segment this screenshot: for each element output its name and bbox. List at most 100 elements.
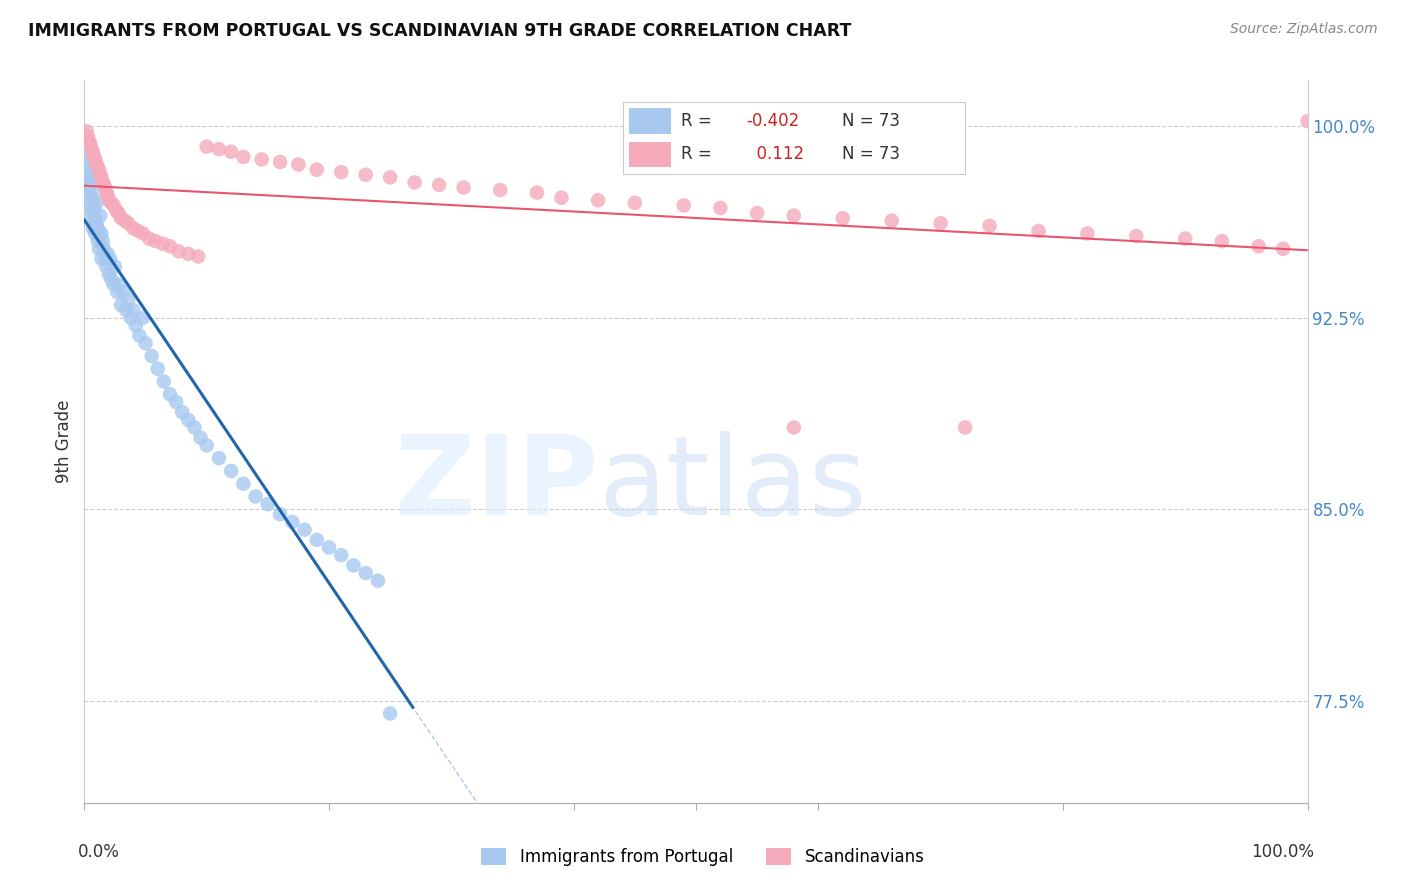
Point: [87, 227, 110, 241]
Point: [330, 548, 353, 562]
Point: [89, 168, 111, 182]
Point: [125, 318, 148, 333]
Point: [97, 268, 120, 282]
Point: [84, 209, 107, 223]
Point: [97, 188, 120, 202]
Point: [953, 420, 976, 434]
Point: [152, 236, 174, 251]
Point: [747, 206, 769, 220]
Point: [77, 195, 100, 210]
Point: [624, 195, 647, 210]
Point: [83, 201, 105, 215]
Point: [80, 142, 103, 156]
Point: [404, 175, 426, 189]
Point: [342, 558, 364, 573]
Point: [257, 497, 280, 511]
Point: [93, 178, 115, 192]
Point: [305, 533, 328, 547]
Point: [90, 252, 112, 266]
Text: 100.0%: 100.0%: [1251, 843, 1313, 861]
Point: [245, 490, 267, 504]
Point: [110, 298, 132, 312]
Point: [110, 211, 132, 226]
Point: [354, 168, 377, 182]
Point: [83, 213, 105, 227]
Point: [75, 157, 97, 171]
Point: [979, 219, 1001, 233]
Point: [183, 420, 205, 434]
Point: [330, 165, 353, 179]
Point: [86, 216, 108, 230]
Point: [929, 216, 952, 230]
Point: [167, 244, 190, 259]
Point: [159, 387, 181, 401]
Point: [177, 247, 200, 261]
Point: [489, 183, 512, 197]
Point: [79, 209, 101, 223]
Point: [91, 175, 114, 189]
Point: [80, 201, 103, 215]
Point: [80, 183, 103, 197]
Point: [177, 413, 200, 427]
Point: [146, 361, 169, 376]
Point: [195, 139, 218, 153]
Point: [94, 252, 117, 266]
Point: [82, 145, 104, 159]
Point: [208, 142, 231, 156]
Point: [135, 336, 157, 351]
Point: [318, 541, 340, 555]
Point: [190, 431, 212, 445]
Text: IMMIGRANTS FROM PORTUGAL VS SCANDINAVIAN 9TH GRADE CORRELATION CHART: IMMIGRANTS FROM PORTUGAL VS SCANDINAVIAN…: [28, 22, 852, 40]
Point: [90, 170, 112, 185]
Point: [107, 206, 129, 220]
Point: [96, 260, 118, 274]
Point: [709, 201, 731, 215]
Point: [105, 203, 128, 218]
Point: [783, 420, 806, 434]
Point: [87, 160, 110, 174]
Point: [100, 195, 122, 210]
Point: [82, 191, 104, 205]
Point: [128, 328, 150, 343]
Point: [141, 349, 163, 363]
Point: [380, 170, 402, 185]
Point: [219, 145, 242, 159]
Point: [120, 310, 142, 325]
Point: [77, 165, 100, 179]
Point: [76, 175, 98, 189]
Point: [250, 153, 273, 167]
Point: [831, 211, 853, 226]
Point: [672, 198, 695, 212]
Point: [1076, 227, 1098, 241]
Text: ZIP: ZIP: [395, 432, 598, 539]
Point: [117, 293, 139, 307]
Y-axis label: 9th Grade: 9th Grade: [55, 400, 73, 483]
Point: [86, 195, 108, 210]
Point: [127, 224, 149, 238]
Point: [114, 213, 136, 227]
Point: [427, 178, 450, 192]
Point: [87, 162, 110, 177]
Point: [90, 227, 112, 241]
Point: [112, 285, 135, 300]
Point: [380, 706, 402, 721]
Point: [367, 574, 389, 588]
Point: [77, 129, 100, 144]
Point: [77, 170, 100, 185]
Point: [77, 135, 100, 149]
Point: [97, 194, 120, 208]
Point: [117, 216, 139, 230]
Point: [87, 221, 110, 235]
Point: [115, 303, 138, 318]
Point: [104, 260, 127, 274]
Point: [82, 221, 104, 235]
Point: [281, 515, 304, 529]
Point: [79, 137, 101, 152]
Point: [97, 247, 120, 261]
Point: [1296, 114, 1319, 128]
Text: 0.0%: 0.0%: [79, 843, 120, 861]
Point: [269, 155, 291, 169]
Point: [77, 183, 100, 197]
Point: [232, 150, 254, 164]
Point: [105, 285, 128, 300]
